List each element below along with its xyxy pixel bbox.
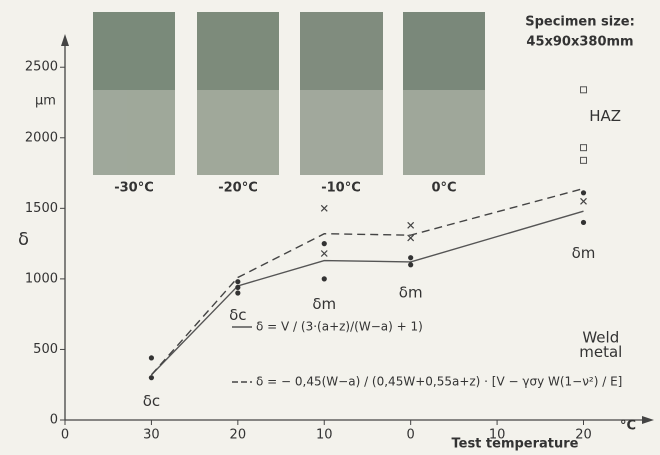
- annotation: δm: [312, 295, 336, 313]
- x-unit: °C: [620, 419, 636, 434]
- photo-label: 0°C: [431, 181, 456, 196]
- square-marker: [581, 87, 587, 93]
- x-tick-label: 10: [316, 428, 333, 443]
- photo-label: -30°C: [114, 181, 154, 196]
- dot-marker: [408, 262, 413, 267]
- x-label: Test temperature: [451, 437, 578, 452]
- square-marker: [581, 157, 587, 163]
- cross-marker: [408, 222, 414, 228]
- x-tick-label: 30: [143, 428, 160, 443]
- dot-marker: [235, 279, 240, 284]
- y-tick-label: 2000: [25, 130, 58, 145]
- annotation: δm: [399, 284, 423, 302]
- photo-label: -10°C: [321, 181, 361, 196]
- dot-marker: [581, 220, 586, 225]
- legend-label: δ = V / (3·(a+z)/(W−a) + 1): [256, 320, 423, 334]
- square-marker: [581, 145, 587, 151]
- line-series: [151, 211, 583, 375]
- y-unit: μm: [35, 94, 56, 109]
- dot-marker: [322, 241, 327, 246]
- x-tick-label: 0: [61, 428, 69, 443]
- y-tick-label: 2500: [25, 60, 58, 75]
- dot-marker: [235, 285, 240, 290]
- y-tick-label: 1000: [25, 271, 58, 286]
- photo-label: -20°C: [218, 181, 258, 196]
- x-tick-label: 0: [407, 428, 415, 443]
- specimen-text: Specimen size:: [525, 15, 635, 30]
- annotation: δc: [229, 306, 246, 324]
- x-tick-label: 20: [575, 428, 592, 443]
- cross-marker: [321, 250, 327, 256]
- annotation: δm: [572, 244, 596, 262]
- dot-marker: [581, 190, 586, 195]
- annotation: metal: [579, 343, 622, 361]
- legend-label: δ = − 0,45(W−a) / (0,45W+0,55a+z) · [V −…: [256, 375, 622, 389]
- chart: δ μm Test temperature °C Specimen size: …: [0, 0, 660, 455]
- dot-marker: [149, 375, 154, 380]
- cross-marker: [321, 205, 327, 211]
- y-label: δ: [18, 229, 29, 250]
- cross-marker: [408, 235, 414, 241]
- cross-marker: [581, 198, 587, 204]
- y-tick-label: 1500: [25, 201, 58, 216]
- x-tick-label: 20: [230, 428, 247, 443]
- specimen-text: 45x90x380mm: [526, 35, 633, 50]
- dot-marker: [408, 255, 413, 260]
- y-tick-label: 0: [50, 413, 58, 428]
- dot-marker: [322, 276, 327, 281]
- y-tick-label: 500: [33, 342, 58, 357]
- dot-marker: [235, 290, 240, 295]
- annotation: δc: [143, 392, 160, 410]
- dot-marker: [149, 355, 154, 360]
- annotation: HAZ: [589, 107, 621, 125]
- x-tick-label: 10: [489, 428, 506, 443]
- line-series: [151, 189, 583, 375]
